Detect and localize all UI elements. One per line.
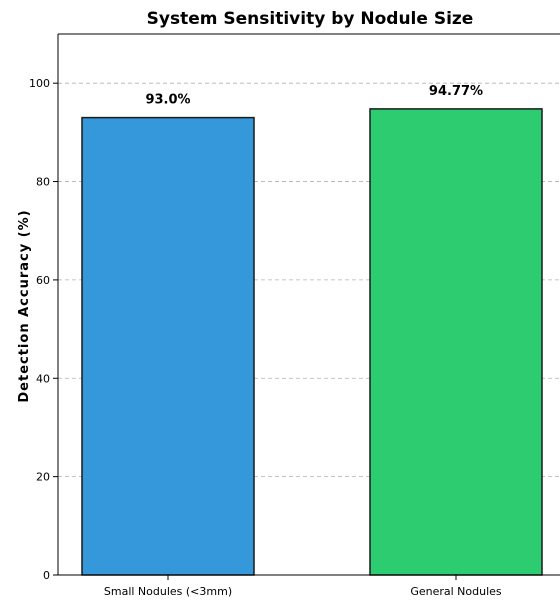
y-tick-label: 40 [36, 372, 50, 385]
y-tick-label: 0 [43, 569, 50, 582]
y-tick-label: 20 [36, 471, 50, 484]
bar-value-label: 93.0% [145, 93, 190, 108]
chart-title: System Sensitivity by Nodule Size [147, 9, 474, 29]
labels: 0 20 40 60 80 100 93.0% Small Nodules (<3mm) 94.… [29, 77, 502, 598]
y-axis-label: Detection Accuracy (%) [17, 209, 32, 402]
bar-general-nodules [369, 108, 543, 576]
y-tick-label: 100 [29, 77, 50, 90]
bars [81, 108, 543, 576]
bar-small-nodules [81, 116, 255, 576]
y-tick-label: 60 [36, 274, 50, 287]
axes [53, 33, 560, 580]
bar-value-label: 94.77% [429, 84, 483, 99]
y-tick-label: 80 [36, 176, 50, 189]
x-tick-label: Small Nodules (<3mm) [104, 585, 232, 598]
x-tick-label: General Nodules [410, 585, 502, 598]
